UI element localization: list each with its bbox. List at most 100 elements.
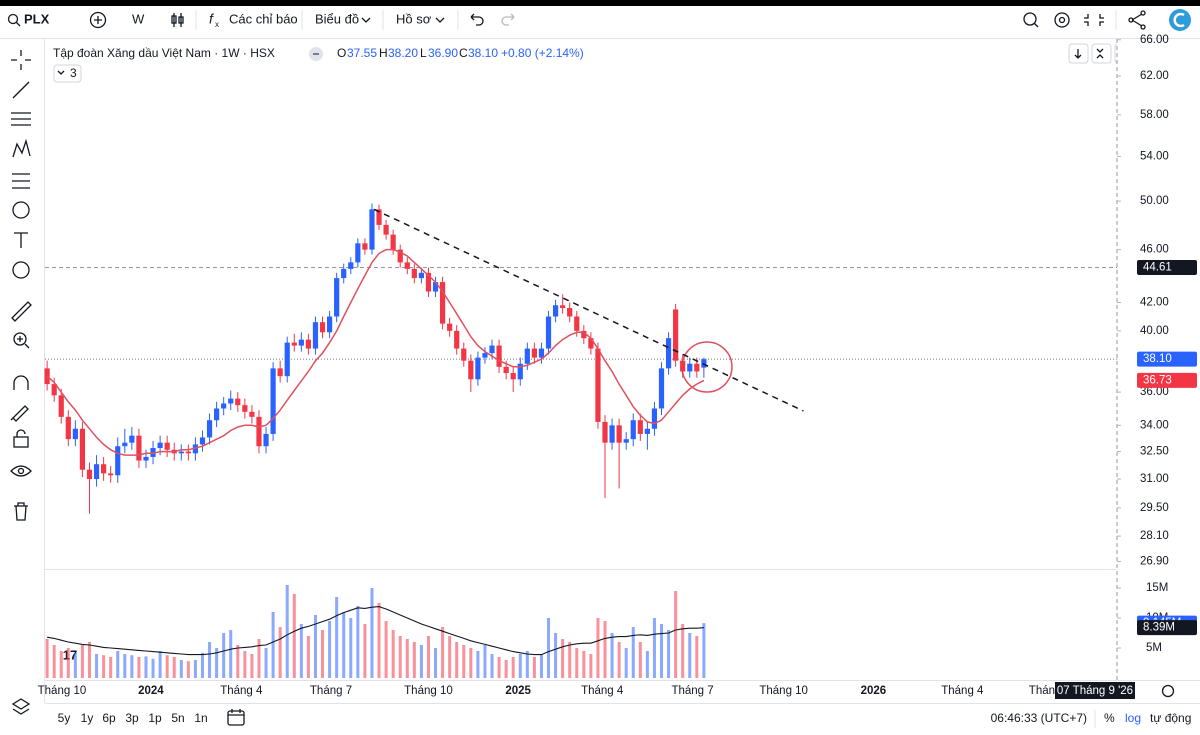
status-strip	[0, 0, 1200, 6]
low-value: 36.90	[428, 46, 458, 60]
indicator-count-box[interactable]	[53, 64, 82, 83]
range-button[interactable]: 6p	[102, 711, 116, 725]
visibility-tool[interactable]	[10, 465, 32, 477]
fullscreen-icon[interactable]	[1084, 14, 1104, 26]
chevron	[57, 70, 65, 75]
candle-body	[319, 322, 326, 333]
range-button[interactable]: 5y	[58, 711, 71, 725]
share-icon[interactable]	[1131, 13, 1143, 27]
share-node	[1140, 24, 1146, 30]
zoom-tool[interactable]	[13, 332, 27, 346]
indicators-button[interactable]: Các chỉ báo	[229, 11, 298, 26]
projection-tool[interactable]	[12, 173, 30, 189]
candle-body	[432, 282, 439, 292]
candle-body	[595, 348, 601, 422]
lock-tool[interactable]	[13, 436, 29, 448]
volume-bar	[511, 657, 515, 678]
candle-body	[658, 368, 665, 409]
range-button[interactable]: 3p	[125, 711, 139, 725]
volume-bar	[660, 624, 664, 678]
volume-bar	[215, 648, 219, 678]
candle-body	[588, 338, 594, 349]
alert-icon[interactable]	[1023, 12, 1037, 26]
app-logo[interactable]	[1169, 9, 1191, 31]
candle-body	[411, 268, 417, 279]
range-button[interactable]: 1n	[194, 711, 207, 725]
volume-bar	[52, 645, 56, 678]
candle-body	[496, 345, 502, 367]
emoji-tool[interactable]	[12, 261, 30, 279]
candle-body	[517, 363, 523, 380]
settings-icon[interactable]	[1054, 12, 1070, 28]
range-button[interactable]: 1p	[148, 711, 162, 725]
volume-bar	[490, 654, 494, 678]
candle-body	[206, 420, 213, 438]
volume-bar	[306, 636, 310, 678]
bottom-bar: 06:46:33 (UTC+7) % log tự động 5y 1y 6p 3p 1…	[58, 709, 1191, 728]
undo-icon[interactable]	[470, 13, 484, 26]
date-range-icon[interactable]	[227, 710, 245, 726]
volume-bar	[137, 657, 141, 678]
volume-bar	[370, 588, 374, 678]
y-tick-label: 42.00	[1140, 297, 1169, 309]
volume-ma-line	[47, 606, 704, 656]
candle-body	[256, 416, 262, 447]
candle-body	[355, 243, 361, 263]
candle-type-icon[interactable]	[173, 13, 182, 27]
volume-bar	[617, 642, 621, 678]
volume-bar	[200, 652, 204, 678]
y-tick-label: 29.50	[1140, 502, 1169, 514]
volume-bar	[504, 660, 508, 678]
interval[interactable]: W	[132, 11, 145, 26]
volume-bar	[547, 618, 551, 678]
fib-tool[interactable]	[11, 112, 31, 126]
candle-body	[305, 339, 312, 349]
line-tool[interactable]	[12, 81, 30, 99]
range-button[interactable]: 5n	[171, 711, 184, 725]
y-tick-label: 36.00	[1140, 386, 1169, 398]
redo-icon[interactable]	[501, 13, 515, 26]
left-toolbar	[10, 39, 45, 715]
auto-toggle[interactable]: tự động	[1150, 711, 1191, 725]
layers-tool[interactable]	[11, 698, 31, 715]
profile-menu[interactable]: Hồ sơ	[396, 11, 432, 26]
volume-bar	[109, 657, 113, 678]
symbol[interactable]: PLX	[24, 11, 50, 26]
candle-body	[616, 425, 622, 443]
volume-bar	[257, 639, 261, 678]
percent-toggle[interactable]: %	[1104, 711, 1115, 725]
candle-body	[383, 224, 389, 235]
pattern-tool[interactable]	[12, 138, 31, 158]
text-tool[interactable]	[14, 232, 28, 248]
volume-bar	[250, 654, 254, 678]
chart-menu[interactable]: Biểu đồ	[315, 11, 359, 26]
volume-bar	[222, 633, 226, 678]
x-tick-label: 2024	[138, 685, 164, 697]
volume-ma-label-bg	[1137, 620, 1197, 636]
alert-icon-handle	[1033, 22, 1039, 28]
lock-draw-tool[interactable]	[10, 405, 29, 422]
magnet-tool[interactable]	[13, 375, 29, 390]
log-toggle[interactable]: log	[1125, 711, 1141, 725]
ruler-tool[interactable]	[11, 301, 32, 322]
volume-bar	[589, 654, 593, 678]
volume-bar	[398, 636, 402, 678]
delete-tool[interactable]	[14, 502, 28, 521]
candle-body	[503, 366, 509, 374]
axis-settings-icon[interactable]	[1161, 684, 1175, 698]
volume-bar	[419, 645, 423, 678]
candle-body	[86, 469, 93, 480]
crosshair-tool[interactable]	[11, 50, 31, 70]
search-icon[interactable]	[7, 13, 19, 25]
pane-collapse-button[interactable]	[1091, 43, 1112, 64]
x-tick-label: Tháng 10	[38, 685, 87, 697]
candle-body	[348, 262, 354, 269]
pane-down-icon	[1074, 49, 1082, 59]
range-button[interactable]: 1y	[81, 711, 94, 725]
add-symbol-icon[interactable]	[89, 11, 107, 29]
x-tick-label: Tháng 4	[941, 685, 984, 697]
fx-icon[interactable]: f	[209, 11, 215, 27]
volume-bar	[624, 648, 628, 678]
brush-tool[interactable]	[12, 201, 30, 219]
clock: 06:46:33 (UTC+7)	[991, 711, 1087, 725]
